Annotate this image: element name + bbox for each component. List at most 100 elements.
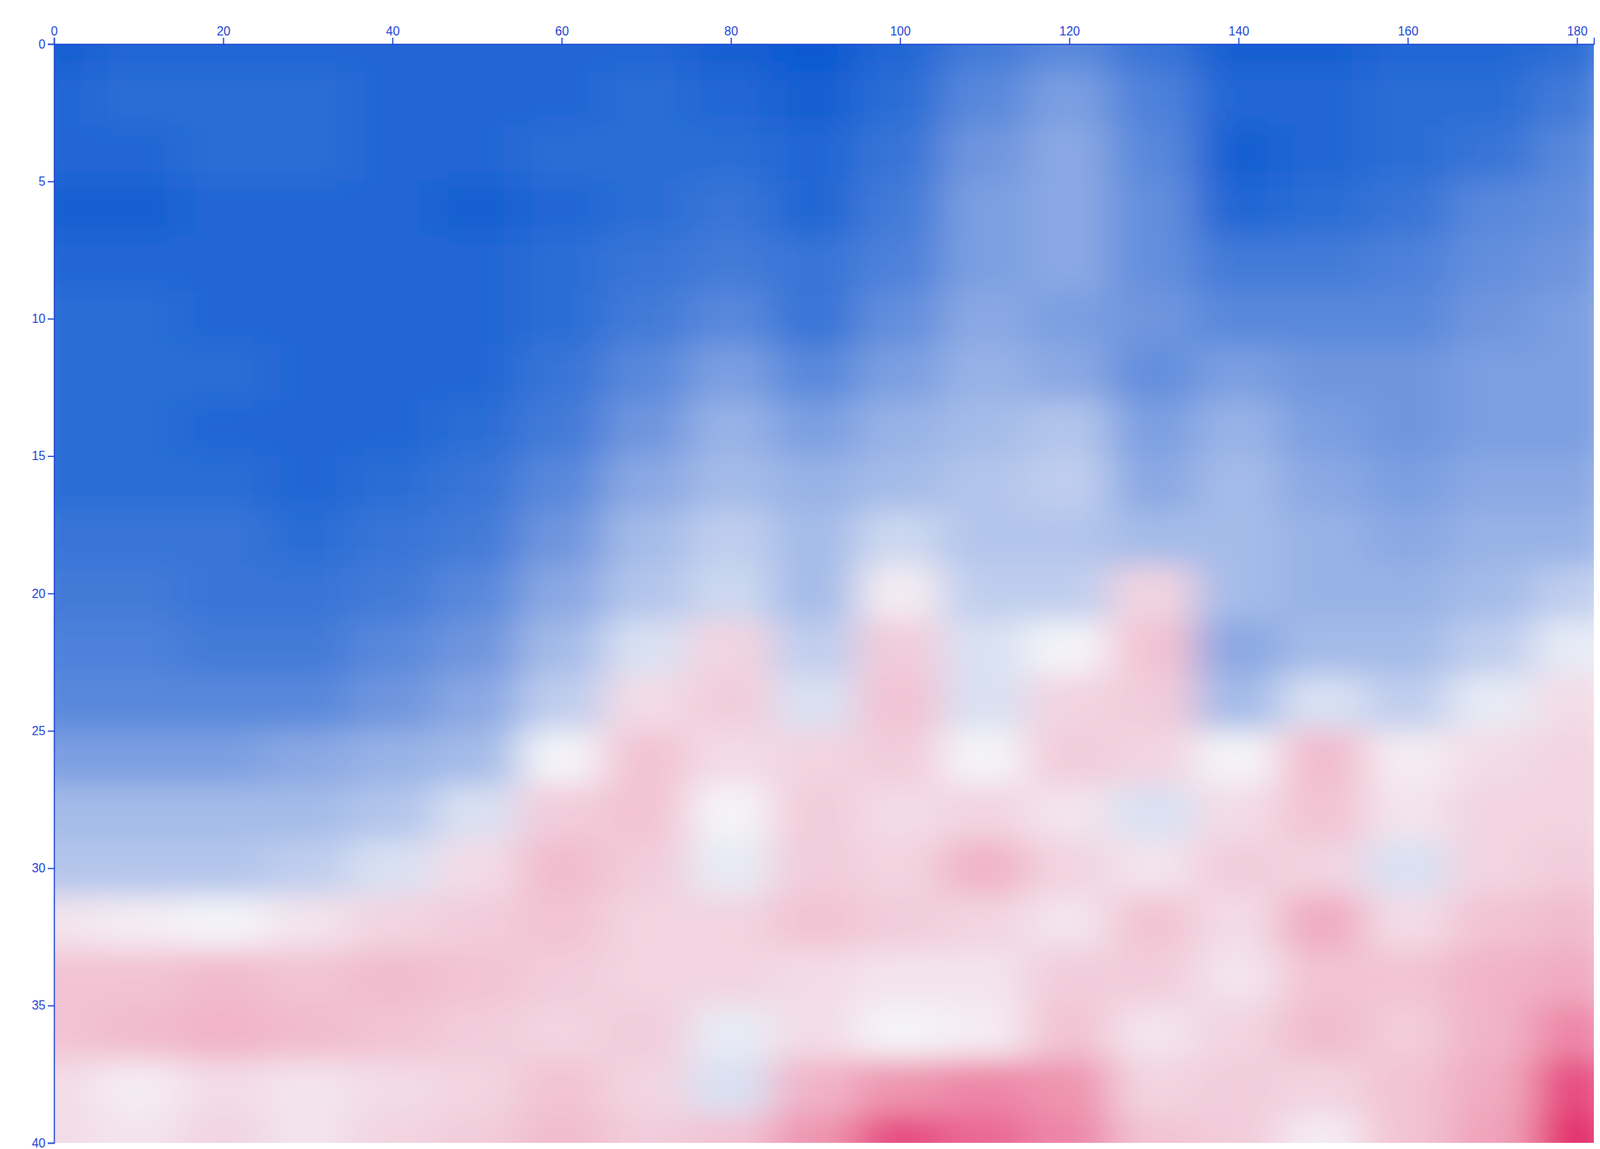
tick: 140 — [1228, 24, 1250, 44]
cell — [518, 290, 606, 347]
cell — [1448, 620, 1536, 677]
cell — [1364, 894, 1452, 952]
cell — [941, 894, 1029, 952]
cell — [857, 1005, 944, 1062]
cell — [95, 510, 182, 567]
cell — [518, 125, 606, 182]
y-axis: 0510152025303540 — [31, 37, 54, 1149]
cell — [603, 1114, 690, 1143]
cell — [53, 564, 98, 622]
cell — [180, 180, 267, 237]
cell — [349, 1114, 436, 1143]
cell — [95, 894, 182, 952]
cell — [603, 894, 690, 952]
tick-label: 0 — [38, 37, 46, 51]
tick: 10 — [31, 312, 54, 326]
cell — [433, 180, 521, 237]
cell — [95, 1005, 182, 1062]
cell — [433, 840, 521, 897]
cell — [603, 400, 690, 457]
cell — [1195, 180, 1282, 237]
cell — [603, 729, 690, 787]
tick: 20 — [216, 24, 231, 44]
cell — [1195, 70, 1282, 128]
tick-label: 140 — [1228, 24, 1250, 38]
cell — [53, 510, 98, 567]
tick-mark — [47, 730, 54, 733]
cell — [349, 1005, 436, 1062]
cell — [1110, 1114, 1197, 1143]
cell — [180, 70, 267, 128]
tick-label: 25 — [31, 724, 46, 738]
cell — [941, 510, 1029, 567]
cell — [433, 70, 521, 128]
cell — [433, 1005, 521, 1062]
cell — [518, 345, 606, 402]
tick-label: 160 — [1398, 24, 1419, 38]
cell — [1110, 840, 1197, 897]
tick-label: 35 — [31, 998, 46, 1012]
cell — [180, 510, 267, 567]
cell — [603, 125, 690, 182]
cell — [687, 235, 774, 293]
cell — [349, 400, 436, 457]
cell — [1364, 1059, 1452, 1116]
cell — [1280, 1059, 1367, 1116]
cell — [95, 43, 182, 73]
cell — [1280, 510, 1367, 567]
cell — [1533, 455, 1594, 512]
cell — [518, 785, 606, 842]
cell — [1533, 345, 1594, 402]
tick-label: 20 — [216, 24, 231, 38]
cell — [264, 290, 351, 347]
cell — [53, 43, 98, 73]
cell — [180, 675, 267, 732]
cell — [1364, 235, 1452, 293]
tick-mark — [47, 181, 54, 183]
cell — [1195, 675, 1282, 732]
tick: 80 — [724, 24, 739, 44]
cell — [180, 1059, 267, 1116]
cell — [857, 564, 944, 622]
cell — [1110, 1005, 1197, 1062]
cell — [941, 1059, 1029, 1116]
cell — [941, 455, 1029, 512]
cell — [433, 1114, 521, 1143]
tick: 40 — [31, 1136, 54, 1149]
cell — [53, 70, 98, 128]
cell — [1280, 564, 1367, 622]
x-axis: 020406080100120140160180 — [50, 24, 1594, 45]
cell — [1364, 1114, 1452, 1143]
tick-mark — [47, 867, 54, 870]
cell — [1110, 564, 1197, 622]
cell — [53, 1114, 98, 1143]
cell — [1533, 1005, 1594, 1062]
cell — [1533, 1114, 1594, 1143]
cell — [687, 1114, 774, 1143]
cell — [603, 1059, 690, 1116]
tick: 100 — [890, 24, 911, 44]
cell — [53, 949, 98, 1006]
cell — [772, 675, 859, 732]
cell — [1364, 400, 1452, 457]
cell — [772, 894, 859, 952]
tick: 120 — [1059, 24, 1081, 44]
cell — [1110, 675, 1197, 732]
cell — [1195, 1005, 1282, 1062]
cell — [772, 455, 859, 512]
cell — [941, 1005, 1029, 1062]
cell — [1025, 1005, 1113, 1062]
cell — [1195, 894, 1282, 952]
cell — [264, 70, 351, 128]
cell — [772, 510, 859, 567]
cell — [264, 1114, 351, 1143]
cell — [857, 125, 944, 182]
cell — [433, 290, 521, 347]
cell — [95, 180, 182, 237]
cell — [1025, 949, 1113, 1006]
cell — [1364, 70, 1452, 128]
cell — [264, 564, 351, 622]
cell — [941, 43, 1029, 73]
cell — [1364, 510, 1452, 567]
cell — [349, 180, 436, 237]
